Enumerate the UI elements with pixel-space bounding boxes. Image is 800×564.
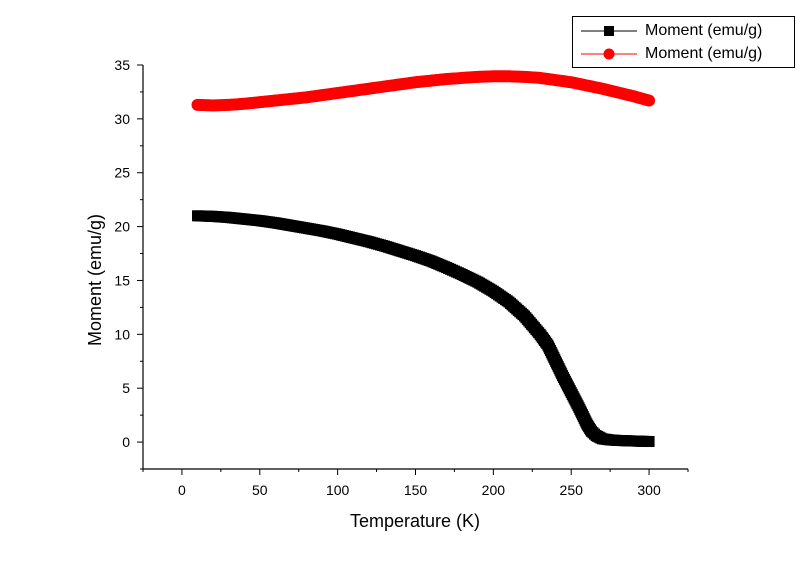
data-point	[565, 387, 577, 399]
data-point	[604, 434, 616, 446]
data-point	[628, 435, 639, 447]
data-point	[191, 98, 204, 111]
data-point	[394, 245, 406, 257]
data-point	[612, 434, 624, 446]
y-tick-label: 30	[114, 111, 130, 127]
ticks: 0 50 100 150 200 250 300 0 5 10 15 20 25 30 35	[114, 57, 689, 498]
series-group	[191, 70, 656, 448]
data-point	[347, 84, 360, 97]
data-point	[518, 70, 531, 83]
data-point	[643, 436, 655, 448]
data-point	[557, 371, 569, 383]
data-point	[363, 236, 375, 248]
data-point	[301, 222, 312, 234]
data-point	[269, 217, 281, 229]
data-point	[425, 255, 437, 267]
data-point	[534, 328, 546, 340]
data-point	[238, 213, 250, 225]
data-point	[542, 339, 554, 351]
x-tick-label: 100	[326, 482, 350, 498]
data-point	[456, 269, 468, 281]
data-point	[393, 78, 406, 91]
y-tick-label: 25	[114, 165, 130, 181]
data-point	[565, 76, 578, 89]
data-point	[519, 310, 530, 322]
legend-label-black: Moment (emu/g)	[645, 22, 763, 39]
y-tick-label: 15	[114, 272, 130, 288]
axes	[142, 65, 688, 470]
legend-item-black: Moment (emu/g)	[573, 20, 794, 42]
data-point	[643, 94, 656, 107]
x-tick-label: 150	[404, 482, 428, 498]
data-point	[332, 228, 344, 240]
data-point	[378, 80, 391, 93]
y-tick-label: 20	[114, 219, 130, 235]
y-tick-label: 35	[114, 57, 130, 73]
y-tick-label: 10	[114, 326, 130, 342]
data-point	[502, 70, 515, 83]
data-point	[378, 240, 390, 252]
data-point	[472, 276, 484, 288]
data-point	[284, 92, 297, 105]
x-tick-label: 300	[637, 482, 661, 498]
legend-item-red: Moment (emu/g)	[573, 43, 794, 65]
data-point	[580, 79, 593, 92]
legend: Moment (emu/g) Moment (emu/g)	[572, 16, 795, 68]
data-point	[300, 91, 313, 104]
data-point	[596, 433, 608, 445]
data-point	[440, 73, 453, 86]
legend-red-circle-marker	[581, 48, 637, 60]
data-point	[316, 225, 328, 237]
data-point	[611, 86, 624, 99]
data-point	[581, 418, 593, 430]
data-point	[347, 232, 359, 244]
y-tick-label: 5	[122, 380, 130, 396]
data-point	[409, 76, 422, 89]
data-point	[269, 94, 282, 107]
legend-label-red: Moment (emu/g)	[645, 45, 763, 62]
data-point	[456, 71, 469, 84]
data-point	[573, 402, 585, 414]
series-black	[192, 210, 655, 448]
data-point	[487, 70, 500, 83]
data-point	[549, 74, 562, 87]
data-point	[425, 74, 438, 87]
data-point	[285, 220, 297, 232]
data-point	[316, 89, 329, 102]
x-tick-label: 250	[560, 482, 584, 498]
x-tick-label: 50	[252, 482, 268, 498]
data-point	[596, 82, 609, 95]
x-tick-label: 200	[482, 482, 506, 498]
data-point	[441, 262, 453, 274]
data-point	[534, 71, 547, 84]
legend-black-square-marker	[581, 26, 637, 36]
data-point	[590, 430, 602, 442]
data-point	[207, 99, 220, 112]
data-point	[471, 70, 484, 83]
data-point	[627, 90, 640, 103]
data-point	[192, 210, 203, 222]
series-red	[191, 70, 656, 112]
data-point	[207, 210, 219, 222]
data-point	[487, 285, 499, 297]
data-point	[503, 296, 515, 308]
x-tick-label: 0	[178, 482, 186, 498]
data-point	[362, 82, 375, 95]
data-point	[238, 97, 251, 110]
y-axis-label: Moment (emu/g)	[85, 214, 105, 346]
data-point	[222, 98, 235, 111]
x-axis-label: Temperature (K)	[350, 511, 480, 531]
data-point	[550, 355, 562, 367]
data-point	[410, 250, 421, 262]
data-point	[253, 96, 266, 109]
data-point	[254, 215, 266, 227]
y-tick-label: 0	[122, 434, 130, 450]
data-point	[331, 87, 344, 100]
data-point	[223, 211, 235, 223]
